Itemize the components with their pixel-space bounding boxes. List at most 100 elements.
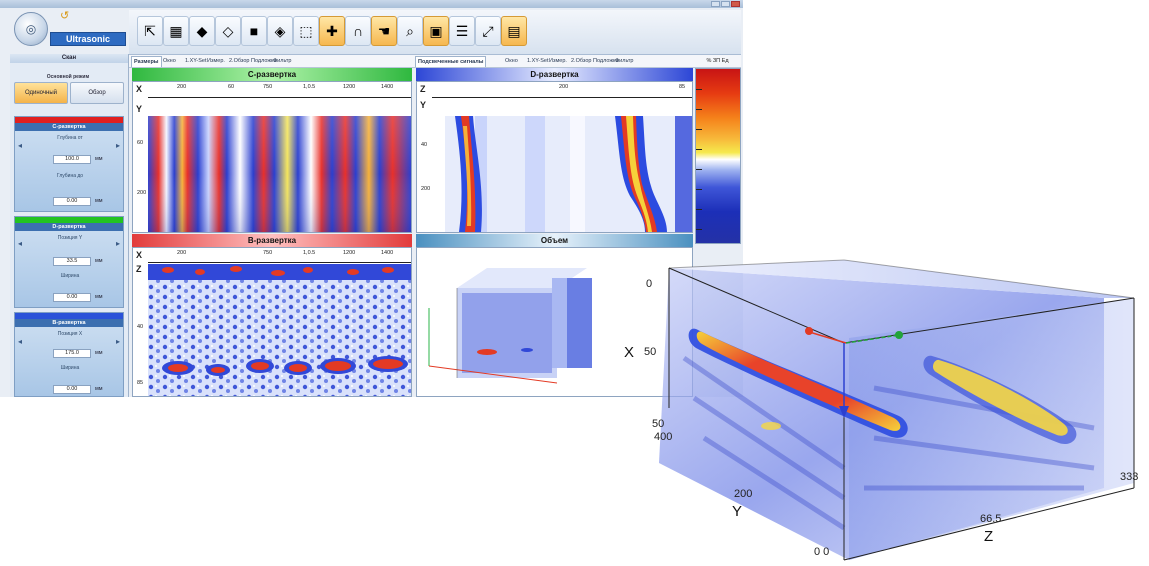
- title-bar: [0, 0, 743, 8]
- x-tick: 200: [177, 250, 187, 256]
- c-scan-panel[interactable]: X 200 60 750 1,0.5 1200 1400 Y 60 200: [132, 81, 412, 233]
- section-color-bar: [15, 117, 123, 123]
- field-label: Глубина от: [57, 135, 83, 141]
- tab-right-4[interactable]: 2.Обзор: [571, 58, 592, 64]
- field-label: Ширина: [60, 273, 80, 279]
- mode-title: Основной режим: [46, 74, 90, 80]
- unit-label: мм: [95, 350, 103, 356]
- minimize-button[interactable]: [711, 1, 720, 7]
- report-icon: ▤: [507, 22, 521, 39]
- tab-left-2[interactable]: 1.XY-Set: [185, 58, 207, 64]
- unit-label: мм: [95, 198, 103, 204]
- color-palette-scale[interactable]: [695, 68, 741, 244]
- cube-color-icon: ◈: [274, 22, 286, 39]
- palette-header: % ЗП Ед: [694, 55, 741, 67]
- magnet-icon: ∩: [352, 23, 364, 39]
- unit-label: мм: [95, 294, 103, 300]
- y-axis-tick: 200: [734, 488, 753, 500]
- arrow-left-icon[interactable]: ◂: [18, 337, 23, 346]
- tab-right-3[interactable]: Измер.: [549, 58, 567, 64]
- measure-button[interactable]: ✚: [319, 16, 345, 46]
- c-scan-title: С-развертка: [132, 68, 412, 81]
- origin-label: 0 0: [814, 546, 830, 558]
- section-color-bar: [15, 313, 123, 319]
- tab-left-1[interactable]: Окно: [163, 58, 176, 64]
- section-title: С-развертка: [15, 123, 123, 131]
- mode-single-button[interactable]: Одиночный: [14, 82, 68, 104]
- panel-header: Скан: [10, 54, 128, 63]
- tab-right-2[interactable]: 1.XY-Set: [527, 58, 549, 64]
- section-title: D-развертка: [15, 223, 123, 231]
- maximize-button[interactable]: [721, 1, 730, 7]
- z-axis-label: Z: [984, 528, 994, 545]
- cube-white-button[interactable]: ◇: [215, 16, 241, 46]
- cursor-icon: ⇱: [144, 22, 156, 39]
- application-menu-button[interactable]: ◎: [14, 12, 48, 46]
- cursor-button[interactable]: ⇱: [137, 16, 163, 46]
- hand-icon: ☚: [377, 22, 391, 39]
- b-scan-image: [148, 264, 411, 396]
- depth-from-field[interactable]: 100.0: [53, 155, 91, 164]
- d-scan-panel[interactable]: Z 200 85 Y 40 200: [416, 81, 693, 233]
- refresh-icon[interactable]: ↺: [60, 10, 70, 22]
- select-icon: ⬚: [299, 22, 313, 39]
- x-tick: 1400: [381, 84, 394, 90]
- tab-right-0[interactable]: Подсвеченные сигналы: [415, 56, 487, 67]
- b-scan-panel[interactable]: X 200 750 1,0.5 1200 1400 Z 40 85: [132, 247, 412, 397]
- position-x-field[interactable]: 175.0: [53, 349, 91, 358]
- tab-right-1[interactable]: Окно: [505, 58, 518, 64]
- x-tick: 200: [559, 84, 569, 90]
- tab-left-4[interactable]: 2.Обзор: [229, 58, 250, 64]
- position-y-field[interactable]: 33.5: [53, 257, 91, 266]
- mode-overview-button[interactable]: Обзор: [70, 82, 124, 104]
- close-button[interactable]: [731, 1, 740, 7]
- cube-color-button[interactable]: ◈: [267, 16, 293, 46]
- unit-label: мм: [95, 386, 103, 392]
- arrow-left-icon[interactable]: ◂: [18, 141, 23, 150]
- cube-gray-icon: ◆: [196, 22, 208, 39]
- tab-right-6[interactable]: Фильтр: [615, 58, 634, 64]
- cube-gray-button[interactable]: ◆: [189, 16, 215, 46]
- cube-dark-button[interactable]: ■: [241, 16, 267, 46]
- d-scan-title: D-развертка: [416, 68, 693, 81]
- tab-right-5[interactable]: Подложка: [593, 58, 619, 64]
- z-axis-tick: 66.5: [980, 513, 1002, 525]
- fit-button[interactable]: ⤢: [475, 16, 501, 46]
- width-field[interactable]: 0.00: [53, 385, 91, 394]
- tab-left-5[interactable]: Подложка: [251, 58, 277, 64]
- x-axis-label: X: [624, 344, 635, 361]
- b-scan-title: B-развертка: [132, 234, 412, 247]
- x-tick: 1200: [343, 250, 356, 256]
- tab-left-0[interactable]: Размеры: [131, 56, 162, 67]
- magnet-button[interactable]: ∩: [345, 16, 371, 46]
- select-button[interactable]: ⬚: [293, 16, 319, 46]
- arrow-right-icon[interactable]: ▸: [116, 337, 121, 346]
- x-tick: 750: [263, 250, 273, 256]
- volume-mini-image: [428, 268, 592, 384]
- grid-button[interactable]: ▦: [163, 16, 189, 46]
- arrow-right-icon[interactable]: ▸: [116, 239, 121, 248]
- x-axis-tick: 50: [644, 346, 657, 358]
- unit-label: мм: [95, 156, 103, 162]
- tab-left-6[interactable]: Фильтр: [273, 58, 292, 64]
- ribbon-toolbar: ⇱ ▦ ◆ ◇ ■ ◈ ⬚ ✚ ∩ ☚ ⌕ ▣ ☰ ⤢ ▤: [129, 10, 741, 55]
- volume-3d-view[interactable]: 0 X 50 50 400 200 Y 0 0 66.5 Z 333: [614, 238, 1149, 561]
- tab-left-3[interactable]: Измер.: [207, 58, 225, 64]
- b-scan-section: B-развертка Позиция X ◂ ▸ 175.0 мм Ширин…: [14, 312, 124, 397]
- z-axis-label: Z: [136, 264, 142, 274]
- width-field[interactable]: 0.00: [53, 293, 91, 302]
- y-axis-tick: 400: [654, 431, 673, 443]
- layers-button[interactable]: ☰: [449, 16, 475, 46]
- hand-button[interactable]: ☚: [371, 16, 397, 46]
- arrow-right-icon[interactable]: ▸: [116, 141, 121, 150]
- arrow-left-icon[interactable]: ◂: [18, 239, 23, 248]
- depth-to-field[interactable]: 0.00: [53, 197, 91, 206]
- x-tick: 1400: [381, 250, 394, 256]
- left-control-panel: Скан Основной режим Одиночный Обзор С-ра…: [10, 54, 129, 397]
- x-tick: 1200: [343, 84, 356, 90]
- section-title: B-развертка: [15, 319, 123, 327]
- report-button[interactable]: ▤: [501, 16, 527, 46]
- zoom-button[interactable]: ⌕: [397, 16, 423, 46]
- cube-dark-icon: ■: [249, 23, 259, 39]
- frame-button[interactable]: ▣: [423, 16, 449, 46]
